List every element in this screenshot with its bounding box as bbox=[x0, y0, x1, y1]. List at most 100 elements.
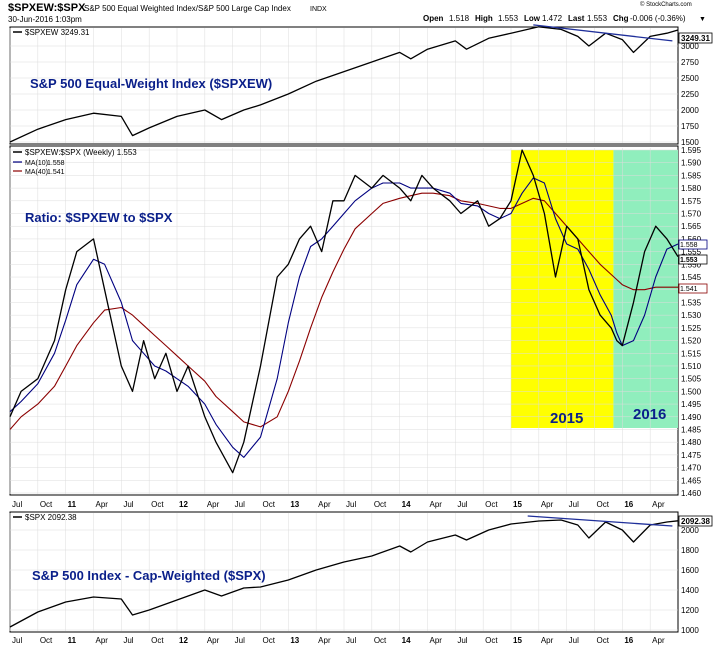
mid-y-tick-label: 1.575 bbox=[681, 197, 702, 206]
middle-legend-label-ma40-last: 1.541 bbox=[47, 169, 65, 176]
x-tick-label-bot: Oct bbox=[263, 636, 276, 645]
middle-series-layer bbox=[9, 149, 679, 474]
ma40-line bbox=[9, 192, 678, 430]
x-tick-label-mid: Oct bbox=[263, 500, 276, 509]
spx-price-line bbox=[9, 519, 679, 628]
highlight-label-2015: 2015 bbox=[550, 410, 583, 427]
x-tick-label-bot: 15 bbox=[513, 636, 522, 645]
high-value: 1.553 bbox=[498, 14, 519, 23]
mid-y-tick-label: 1.460 bbox=[681, 489, 702, 498]
x-tick-label-mid: Jul bbox=[569, 500, 579, 509]
x-tick-label-mid: Jul bbox=[457, 500, 467, 509]
bottom-annotation: S&P 500 Index - Cap-Weighted ($SPX) bbox=[32, 568, 266, 583]
x-tick-label-mid: Apr bbox=[652, 500, 665, 509]
high-label: High bbox=[475, 14, 493, 23]
x-tick-label-mid: 13 bbox=[290, 500, 299, 509]
x-tick-label-bot: Apr bbox=[430, 636, 443, 645]
middle-legend-label-ma10-name: MA(10) bbox=[25, 160, 48, 167]
highlight-band-2015 bbox=[511, 150, 614, 428]
bot-y-tick-label: 2000 bbox=[681, 526, 699, 535]
bottom-legend: $SPX 2092.38 bbox=[13, 513, 77, 522]
top-y-tick-label: 2250 bbox=[681, 90, 699, 99]
x-axis-ticks-middle: Jul Oct 11 Apr Jul Oct 12 Apr Jul Oct 13 Apr Jul Oct 1… bbox=[12, 500, 665, 509]
x-tick-label-mid: Jul bbox=[235, 500, 245, 509]
top-y-tick-label: 3000 bbox=[681, 42, 699, 51]
top-series-layer bbox=[9, 24, 679, 143]
chg-down-arrow-icon: ▼ bbox=[699, 16, 706, 23]
mid-y-tick-label: 1.530 bbox=[681, 311, 702, 320]
top-y-tick-label: 2000 bbox=[681, 106, 699, 115]
mid-y-tick-label: 1.510 bbox=[681, 362, 702, 371]
ma10-last-value-text: 1.558 bbox=[680, 242, 698, 249]
x-tick-label-bot: Jul bbox=[457, 636, 467, 645]
x-tick-label-bot: 12 bbox=[179, 636, 188, 645]
mid-y-tick-label: 1.490 bbox=[681, 413, 702, 422]
x-tick-label-mid: Jul bbox=[12, 500, 22, 509]
mid-y-tick-label: 1.485 bbox=[681, 425, 702, 434]
x-tick-label-mid: Jul bbox=[346, 500, 356, 509]
x-tick-label-mid: Apr bbox=[96, 500, 109, 509]
middle-last-value-boxes: 1.558 1.553 1.541 bbox=[678, 239, 708, 294]
mid-y-tick-label: 1.515 bbox=[681, 349, 702, 358]
mid-y-tick-label: 1.595 bbox=[681, 146, 702, 155]
low-value: 1.472 bbox=[542, 14, 563, 23]
ma10-line bbox=[9, 177, 679, 458]
x-tick-label-bot: 16 bbox=[624, 636, 633, 645]
middle-legend-label-ma40-name: MA(40) bbox=[25, 169, 48, 176]
mid-y-tick-label: 1.525 bbox=[681, 324, 702, 333]
mid-y-tick-label: 1.470 bbox=[681, 464, 702, 473]
ma40-last-value-bg bbox=[678, 283, 708, 294]
price-last-value-text: 1.553 bbox=[680, 257, 698, 264]
bottom-series-layer bbox=[9, 515, 679, 628]
top-last-value-box: 3249.31 bbox=[678, 32, 713, 44]
top-y-tick-label: 1500 bbox=[681, 138, 699, 147]
mid-y-tick-label: 1.580 bbox=[681, 184, 702, 193]
x-axis-ticks-bottom: Jul Oct 11 Apr Jul Oct 12 Apr Jul Oct 13 Apr Jul Oct 1… bbox=[12, 636, 665, 645]
ma10-last-value-bg bbox=[678, 239, 708, 250]
bottom-last-value-text: 2092.38 bbox=[681, 517, 710, 526]
bot-y-tick-label: 1000 bbox=[681, 626, 699, 635]
top-legend: $SPXEW 3249.31 bbox=[13, 28, 90, 37]
header-exchange: INDX bbox=[310, 6, 327, 13]
x-tick-label-bot: 14 bbox=[402, 636, 411, 645]
low-label: Low bbox=[524, 14, 541, 23]
highlight-label-2016: 2016 bbox=[633, 406, 666, 423]
x-tick-label-bot: Jul bbox=[346, 636, 356, 645]
x-tick-label-bot: Apr bbox=[652, 636, 665, 645]
x-tick-label-mid: Apr bbox=[541, 500, 554, 509]
y-axis-ticks: 1500 1750 2000 2250 2500 2750 3000 1.460 1.465 1.… bbox=[681, 42, 702, 635]
open-value: 1.518 bbox=[449, 14, 470, 23]
x-tick-label-mid: Oct bbox=[151, 500, 164, 509]
mid-y-tick-label: 1.535 bbox=[681, 298, 702, 307]
ratio-price-line bbox=[9, 149, 679, 474]
header-description: S&P 500 Equal Weighted Index/S&P 500 Lar… bbox=[84, 4, 291, 13]
x-tick-label-mid: Apr bbox=[318, 500, 331, 509]
x-tick-label-bot: Apr bbox=[207, 636, 220, 645]
middle-legend-label-price: $SPXEW:$SPX (Weekly) 1.553 bbox=[25, 148, 137, 157]
spxew-trendline bbox=[533, 24, 673, 42]
mid-y-tick-label: 1.570 bbox=[681, 210, 702, 219]
chg-value: -0.006 (-0.36%) bbox=[630, 14, 686, 23]
x-tick-label-bot: Oct bbox=[597, 636, 610, 645]
mid-y-tick-label: 1.500 bbox=[681, 387, 702, 396]
mid-y-tick-label: 1.585 bbox=[681, 171, 702, 180]
mid-y-tick-label: 1.555 bbox=[681, 248, 702, 257]
spx-trendline bbox=[527, 515, 673, 527]
bottom-last-value-box: 2092.38 bbox=[678, 515, 713, 527]
middle-legend-label-ma10-last: 1.558 bbox=[47, 160, 65, 167]
top-y-tick-label: 2750 bbox=[681, 58, 699, 67]
x-tick-label-bot: 11 bbox=[68, 636, 77, 645]
mid-y-tick-label: 1.560 bbox=[681, 235, 702, 244]
x-tick-label-mid: 11 bbox=[68, 500, 77, 509]
x-tick-label-bot: Jul bbox=[569, 636, 579, 645]
ma40-last-value-text: 1.541 bbox=[680, 286, 698, 293]
top-y-tick-label: 2500 bbox=[681, 74, 699, 83]
x-tick-label-bot: Jul bbox=[235, 636, 245, 645]
top-annotation: S&P 500 Equal-Weight Index ($SPXEW) bbox=[30, 76, 272, 91]
bot-y-tick-label: 1600 bbox=[681, 566, 699, 575]
x-tick-label-bot: Jul bbox=[123, 636, 133, 645]
mid-y-tick-label: 1.480 bbox=[681, 438, 702, 447]
mid-y-tick-label: 1.590 bbox=[681, 159, 702, 168]
chart-header: $SPXEW:$SPX S&P 500 Equal Weighted Index… bbox=[8, 1, 706, 24]
